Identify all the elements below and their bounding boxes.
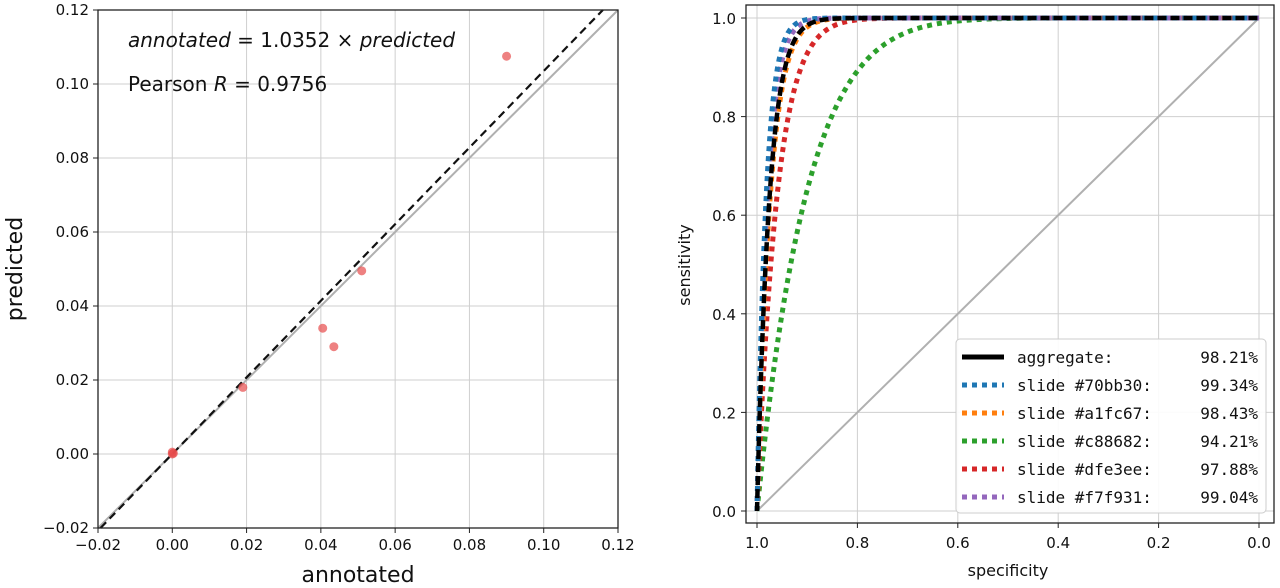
scatter-y-tick-label: 0.00 xyxy=(56,445,89,463)
roc-x-tick-label: 0.8 xyxy=(845,534,869,552)
roc-y-label: sensitivity xyxy=(675,224,694,305)
roc-x-ticks: 1.0 0.8 0.6 0.4 0.2 0.0 xyxy=(745,523,1271,552)
scatter-x-tick-label: 0.02 xyxy=(230,536,263,554)
scatter-point xyxy=(329,342,339,352)
legend-label: slide #f7f931: xyxy=(1017,488,1152,507)
scatter-y-tick-label: 0.02 xyxy=(56,371,89,389)
scatter-x-ticks: −0.02 0.00 0.02 0.04 0.06 0.08 0.10 0.12 xyxy=(75,528,635,554)
scatter-point xyxy=(238,382,248,392)
legend-auc: 98.43% xyxy=(1200,404,1258,423)
scatter-frame xyxy=(97,9,619,529)
roc-y-tick-label: 0.8 xyxy=(712,109,736,127)
scatter-x-tick-label: 0.12 xyxy=(601,536,634,554)
legend-label: slide #dfe3ee: xyxy=(1017,460,1152,479)
scatter-y-tick-label: 0.12 xyxy=(56,1,89,19)
roc-x-tick-label: 0.6 xyxy=(946,534,970,552)
roc-y-tick-label: 1.0 xyxy=(712,10,736,28)
legend-entries: aggregate: 98.21% slide #70bb30: 99.34% slid… xyxy=(962,348,1258,507)
scatter-x-tick-label: 0.10 xyxy=(527,536,560,554)
roc-panel: 1.0 0.8 0.6 0.4 0.2 0.0 0.0 0.2 0.4 0.6 0.8 1.0 ag… xyxy=(675,4,1275,580)
roc-x-tick-label: 0.4 xyxy=(1046,534,1070,552)
roc-x-label: specificity xyxy=(968,561,1049,580)
roc-legend: aggregate: 98.21% slide #70bb30: 99.34% slid… xyxy=(955,338,1267,514)
legend-auc: 99.04% xyxy=(1200,488,1258,507)
legend-auc: 99.34% xyxy=(1200,376,1258,395)
legend-auc: 98.21% xyxy=(1200,348,1258,367)
scatter-point xyxy=(502,51,512,61)
legend-label: slide #c88682: xyxy=(1017,432,1152,451)
roc-frame xyxy=(745,4,1275,524)
pearson-annotation: Pearson R = 0.9756 xyxy=(128,72,327,96)
scatter-y-tick-label: 0.10 xyxy=(56,75,89,93)
roc-curves xyxy=(754,15,1259,512)
scatter-x-tick-label: 0.04 xyxy=(304,536,337,554)
scatter-y-tick-label: 0.06 xyxy=(56,223,89,241)
legend-label: slide #70bb30: xyxy=(1017,376,1152,395)
roc-y-tick-label: 0.4 xyxy=(712,306,736,324)
legend-box xyxy=(955,338,1267,514)
scatter-x-tick-label: 0.06 xyxy=(378,536,411,554)
legend-auc: 94.21% xyxy=(1200,432,1258,451)
scatter-x-tick-label: 0.00 xyxy=(156,536,189,554)
roc-y-tick-label: 0.0 xyxy=(712,503,736,521)
legend-auc: 97.88% xyxy=(1200,460,1258,479)
scatter-x-tick-label: −0.02 xyxy=(75,536,121,554)
scatter-point xyxy=(318,323,328,333)
roc-y-ticks: 0.0 0.2 0.4 0.6 0.8 1.0 xyxy=(712,10,746,521)
roc-x-tick-label: 0.2 xyxy=(1147,534,1171,552)
scatter-point xyxy=(168,448,178,458)
scatter-y-tick-label: 0.08 xyxy=(56,149,89,167)
legend-label: slide #a1fc67: xyxy=(1017,404,1152,423)
scatter-y-tick-label: −0.02 xyxy=(43,519,89,537)
fit-line xyxy=(99,9,604,529)
scatter-x-label: annotated xyxy=(301,563,414,588)
roc-y-tick-label: 0.2 xyxy=(712,404,736,422)
roc-chance-line xyxy=(756,17,1260,512)
roc-curve xyxy=(754,15,1259,511)
roc-y-tick-label: 0.6 xyxy=(712,207,736,225)
scatter-y-ticks: −0.02 0.00 0.02 0.04 0.06 0.08 0.10 0.12 xyxy=(43,1,98,537)
roc-x-tick-label: 0.0 xyxy=(1247,534,1271,552)
scatter-panel: −0.02 0.00 0.02 0.04 0.06 0.08 0.10 0.12 −0.02 0… xyxy=(3,1,635,588)
scatter-y-label: predicted xyxy=(3,217,28,321)
scatter-points xyxy=(167,51,512,459)
fit-annotation: annotated = 1.0352 × predicted xyxy=(128,28,455,52)
legend-label: aggregate: xyxy=(1017,348,1113,367)
scatter-point xyxy=(357,266,367,276)
scatter-x-tick-label: 0.08 xyxy=(453,536,486,554)
scatter-y-tick-label: 0.04 xyxy=(56,297,89,315)
roc-x-tick-label: 1.0 xyxy=(745,534,769,552)
